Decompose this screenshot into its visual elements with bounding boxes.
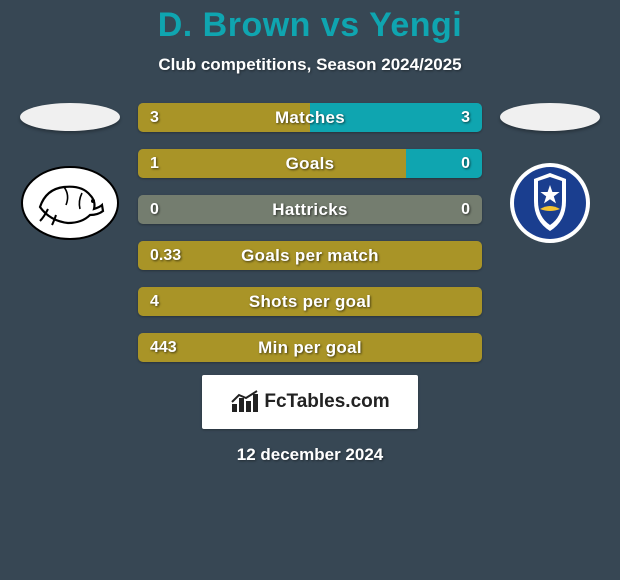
stat-label: Hattricks (138, 195, 482, 224)
stat-value-left: 0.33 (150, 241, 181, 270)
player2-name: Yengi (369, 6, 462, 44)
stat-label: Goals (138, 149, 482, 178)
player2-club-logo (500, 161, 600, 245)
brand-text: FcTables.com (264, 391, 389, 413)
fctables-icon (230, 390, 260, 414)
portsmouth-logo (508, 161, 592, 245)
stat-label: Shots per goal (138, 287, 482, 316)
derby-county-logo (20, 165, 120, 241)
stat-label: Goals per match (138, 241, 482, 270)
stat-value-left: 4 (150, 287, 159, 316)
stat-bar: Shots per goal4 (138, 287, 482, 316)
player1-name: D. Brown (158, 6, 311, 44)
content-row: Matches33Goals10Hattricks00Goals per mat… (0, 103, 620, 362)
subtitle: Club competitions, Season 2024/2025 (0, 55, 620, 75)
player2-avatar-placeholder (500, 103, 600, 131)
stat-bar: Matches3 3 (138, 103, 482, 132)
stat-value-left: 0 (150, 195, 159, 224)
comparison-infographic: D. Brown vs Yengi Club competitions, Sea… (0, 0, 620, 580)
vs-word: vs (321, 6, 360, 44)
stat-bar: Goals1 0 (138, 149, 482, 178)
player1-avatar-placeholder (20, 103, 120, 131)
stat-bar: Min per goal443 (138, 333, 482, 362)
page-title: D. Brown vs Yengi (0, 6, 620, 45)
brand-badge: FcTables.com (202, 375, 418, 429)
player1-club-logo (20, 161, 120, 245)
stat-bar: Goals per match0.33 (138, 241, 482, 270)
stat-value-right: 3 (461, 103, 470, 132)
stat-label: Matches (138, 103, 482, 132)
stats-bars: Matches33Goals10Hattricks00Goals per mat… (138, 103, 482, 362)
left-column (20, 103, 120, 245)
date-line: 12 december 2024 (0, 445, 620, 465)
right-column (500, 103, 600, 245)
stat-value-left: 3 (150, 103, 159, 132)
stat-value-right: 0 (461, 195, 470, 224)
stat-value-right: 0 (461, 149, 470, 178)
stat-label: Min per goal (138, 333, 482, 362)
stat-value-left: 443 (150, 333, 177, 362)
stat-value-left: 1 (150, 149, 159, 178)
stat-bar: Hattricks0 0 (138, 195, 482, 224)
